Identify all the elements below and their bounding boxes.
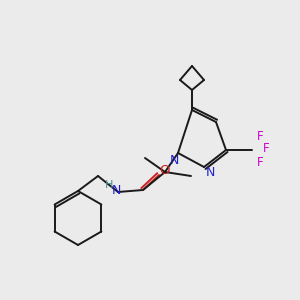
Text: F: F [257, 155, 263, 169]
Text: F: F [263, 142, 269, 154]
Text: F: F [257, 130, 263, 142]
Text: H: H [105, 180, 113, 190]
Text: N: N [205, 167, 215, 179]
Text: N: N [111, 184, 121, 197]
Text: O: O [159, 164, 169, 176]
Text: N: N [169, 154, 179, 166]
